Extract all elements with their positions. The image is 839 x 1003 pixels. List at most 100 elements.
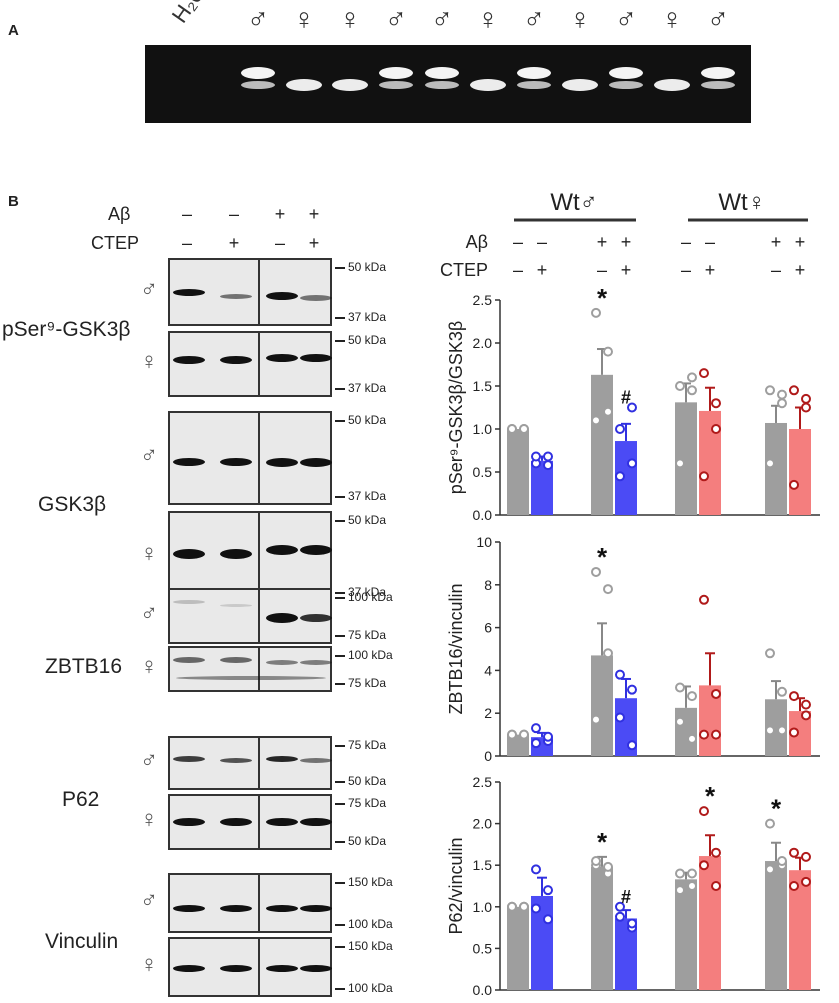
chart-ctep-sign: – [513,260,523,280]
data-point [603,584,613,595]
blot-abeta-sign: – [181,204,192,224]
data-point [777,725,787,736]
data-point [765,864,775,875]
blot-band [173,964,205,972]
data-point [531,723,541,734]
bar [591,374,613,515]
y-tick-label: 0 [484,748,492,764]
blot-membrane-zbtb_m [168,588,332,644]
male-symbol: ♂ [140,747,158,774]
data-point [675,682,685,693]
blot-membrane-p62_f [168,794,332,850]
bar [675,879,697,990]
data-point [615,712,625,723]
data-point [591,714,601,725]
female-symbol: ♀ [140,951,158,978]
blot-membrane-pser_m [168,258,332,326]
y-tick-label: 0.5 [473,464,493,480]
marker-label: 50 kDa [335,513,386,527]
blot-band [173,288,205,296]
bar-chart-2: 0 2 4 6 8 10 ZBTB16/vinculin * [446,534,820,764]
data-point [519,901,529,912]
significance-star: * [771,794,782,824]
male-symbol: ♂ [140,276,158,303]
blot-band [220,657,252,663]
gel-lane-sex-label: ♀ [338,3,362,36]
chart-ctep-sign: + [537,260,548,280]
data-point [777,856,787,867]
significance-star: * [597,283,608,313]
gel-lane-sex-label: ♂ [522,3,546,36]
blot-ctep-sign: + [308,233,320,253]
data-point [711,398,721,409]
data-point [675,868,685,879]
blot-band [266,354,298,362]
blot-divider [258,648,260,690]
chart-abeta-sign: + [795,232,806,252]
data-point [777,389,787,400]
marker-label: 50 kDa [335,834,386,848]
data-point [687,385,697,396]
gel-band-upper [701,67,735,79]
female-symbol: ♀ [140,540,158,567]
blot-abeta-sign: – [228,204,239,224]
significance-star: * [705,781,716,811]
data-point [711,881,721,891]
y-tick-label: 0.0 [473,982,493,998]
blot-band [266,292,298,300]
data-point [531,903,541,914]
y-tick-label: 2.0 [473,335,493,351]
gel-lane-sex-label: ♀ [568,3,592,36]
data-point [591,566,601,577]
data-point [789,847,799,858]
marker-label: 50 kDa [335,413,386,427]
quantification-charts: Wt♂ Wt♀ Aβ CTEP – – + + – – + +– + – + – + – +0.00.51.… [440,189,820,998]
data-point [627,918,637,929]
panel-label-b: B [8,193,19,210]
bar [507,906,529,990]
blot-membrane-gsk_m [168,411,332,505]
data-point [507,901,517,912]
bar [699,410,721,515]
blot-divider [258,413,260,503]
data-point [699,368,709,379]
blot-name-vinculin: Vinculin [45,930,119,953]
chart-ctep-sign: – [597,260,607,280]
data-point [507,424,517,434]
blot-band [266,756,298,762]
chart-ctep-sign: – [771,260,781,280]
blot-membrane-zbtb_f [168,646,332,692]
data-point [777,398,787,409]
blot-abeta-sign: + [274,204,286,224]
blot-band [266,964,298,972]
significance-hash: # [621,887,631,907]
data-point [687,372,697,383]
bar [591,866,613,990]
bar [699,856,721,990]
data-point [543,460,553,471]
gel-band-lower [609,81,643,89]
blot-divider [258,939,260,995]
marker-label: 150 kDa [335,875,393,889]
y-tick-label: 1.0 [473,899,493,915]
marker-label: 37 kDa [335,381,386,395]
chart-abeta-sign: + [771,232,782,252]
blot-band [220,549,252,559]
data-point [615,669,625,680]
blot-ctep-sign: – [274,233,285,253]
blot-band [300,818,332,826]
y-tick-label: 1.5 [473,857,493,873]
blot-ctep-sign: + [228,233,240,253]
blot-band [173,904,205,912]
data-point [543,885,553,896]
bar [675,402,697,515]
data-point [711,688,721,699]
data-point [765,818,775,829]
blot-divider [258,738,260,788]
gel-lane-sex-label: ♂ [430,3,454,36]
data-point [687,691,697,702]
gel-h2o-label: H₂0 [166,0,209,28]
data-point [801,393,811,404]
bar [675,707,697,756]
blot-name-zbtb16: ZBTB16 [45,655,123,678]
